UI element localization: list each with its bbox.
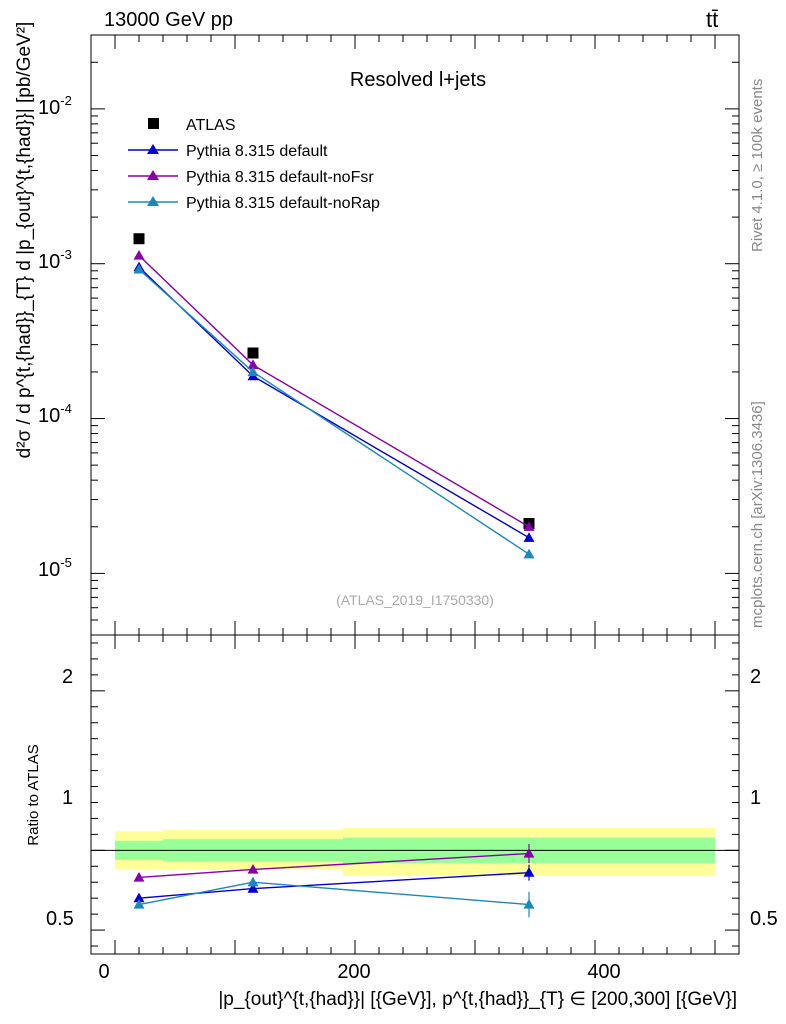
ratio-panel-frame bbox=[90, 634, 740, 955]
ratio-data-point bbox=[133, 871, 145, 882]
ratio-y-tick-2-left: 2 bbox=[62, 666, 73, 688]
legend-marker-default bbox=[147, 144, 159, 154]
legend: ATLAS Pythia 8.315 default Pythia 8.315 … bbox=[128, 117, 380, 212]
legend-marker-norap bbox=[147, 196, 159, 206]
legend-label-atlas: ATLAS bbox=[186, 117, 236, 134]
ratio-y-axis-label: Ratio to ATLAS bbox=[25, 744, 42, 845]
main-series-line bbox=[138, 254, 530, 528]
ratio-data-point bbox=[247, 883, 259, 893]
mc-data-point bbox=[247, 359, 259, 370]
ratio-series-line bbox=[138, 881, 530, 906]
x-axis-label: |p_{out}^{t,{had}}| [{GeV}], p^{t,{had}}… bbox=[218, 989, 737, 1010]
main-y-axis-label: d²σ / d p^{t,{had}}_{T} d |p_{out}^{t,{h… bbox=[14, 22, 35, 459]
y-tick-label-1e-4: 10-4 bbox=[38, 401, 72, 427]
ratio-data-point bbox=[523, 867, 535, 877]
ratio-y-tick-1-left: 1 bbox=[62, 787, 73, 809]
y-tick-label-1e-5: 10-5 bbox=[38, 555, 72, 581]
y-tick-label-1e-3: 10-3 bbox=[38, 247, 72, 273]
x-tick-label-0: 0 bbox=[98, 961, 109, 983]
uncertainty-bands bbox=[115, 827, 715, 876]
plot-title: Resolved l+jets bbox=[350, 69, 486, 91]
ratio-data-point bbox=[247, 876, 259, 887]
mc-data-point bbox=[133, 263, 145, 274]
main-series-group bbox=[133, 233, 535, 559]
source-label: mcplots.cern.ch [arXiv:1306.3436] bbox=[749, 401, 766, 628]
ratio-y-tick-05-left: 0.5 bbox=[46, 908, 74, 930]
legend-label-nofsr: Pythia 8.315 default-noFsr bbox=[186, 169, 374, 186]
axis-ticks bbox=[90, 34, 740, 954]
atlas-data-point bbox=[133, 233, 145, 245]
mc-data-point bbox=[523, 521, 535, 531]
header-right: tt̄ bbox=[706, 7, 719, 32]
legend-label-default: Pythia 8.315 default bbox=[186, 143, 328, 160]
ratio-data-point bbox=[133, 899, 145, 909]
mc-data-point bbox=[247, 366, 259, 377]
ratio-data-point bbox=[523, 848, 535, 858]
mc-data-point bbox=[523, 548, 535, 559]
rivet-version-label: Rivet 4.1.0, ≥ 100k events bbox=[749, 79, 766, 252]
main-series-line bbox=[138, 266, 530, 539]
header-left: 13000 GeV pp bbox=[104, 9, 233, 31]
ratio-y-tick-05-right: 0.5 bbox=[750, 908, 778, 930]
ratio-data-point bbox=[523, 899, 535, 909]
mc-data-point bbox=[523, 532, 535, 542]
ratio-series-line bbox=[138, 871, 530, 899]
x-tick-label-400: 400 bbox=[587, 961, 620, 983]
atlas-data-point bbox=[247, 347, 259, 359]
ratio-data-point bbox=[247, 863, 259, 874]
x-tick-label-200: 200 bbox=[337, 961, 370, 983]
legend-marker-atlas bbox=[148, 118, 159, 129]
ratio-series-group bbox=[133, 843, 535, 918]
mc-data-point bbox=[133, 249, 145, 260]
legend-label-norap: Pythia 8.315 default-noRap bbox=[186, 195, 380, 212]
ratio-y-tick-2-right: 2 bbox=[750, 666, 761, 688]
analysis-watermark: (ATLAS_2019_I1750330) bbox=[336, 592, 494, 608]
ratio-y-tick-1-right: 1 bbox=[750, 787, 761, 809]
ratio-data-point bbox=[133, 892, 145, 903]
legend-marker-nofsr bbox=[147, 170, 159, 180]
y-tick-label-1e-2: 10-2 bbox=[38, 93, 72, 119]
